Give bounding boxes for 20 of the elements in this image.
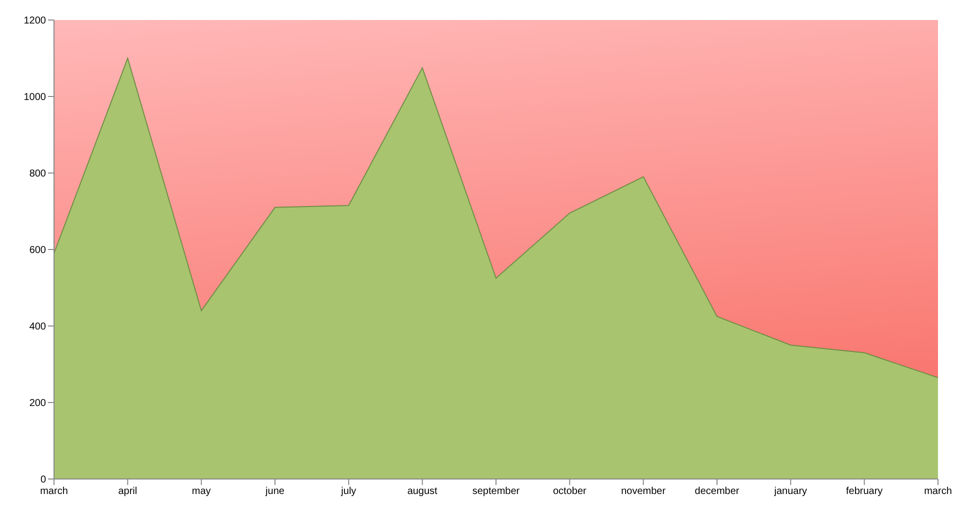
x-tick-label: may bbox=[192, 486, 211, 498]
y-tick-label: 400 bbox=[29, 322, 46, 333]
x-tick-label: august bbox=[407, 486, 438, 498]
y-tick-label: 1200 bbox=[24, 16, 46, 27]
x-tick-label: january bbox=[773, 486, 808, 498]
y-tick-label: 600 bbox=[29, 245, 46, 256]
y-tick-label: 800 bbox=[29, 168, 46, 180]
x-tick-label: october bbox=[552, 486, 588, 498]
x-tick-label: march bbox=[924, 486, 952, 498]
x-tick-label: april bbox=[118, 486, 138, 498]
x-tick-label: february bbox=[846, 486, 883, 498]
y-tick-label: 1000 bbox=[24, 92, 46, 104]
x-tick-label: july bbox=[340, 486, 356, 498]
x-tick-label: november bbox=[621, 486, 666, 498]
y-tick-label: 0 bbox=[40, 474, 46, 486]
x-tick-label: march bbox=[40, 486, 68, 498]
x-tick-label: june bbox=[264, 486, 285, 498]
x-tick-label: december bbox=[694, 486, 740, 498]
x-tick-label: september bbox=[472, 486, 520, 498]
y-tick-label: 200 bbox=[29, 398, 46, 410]
